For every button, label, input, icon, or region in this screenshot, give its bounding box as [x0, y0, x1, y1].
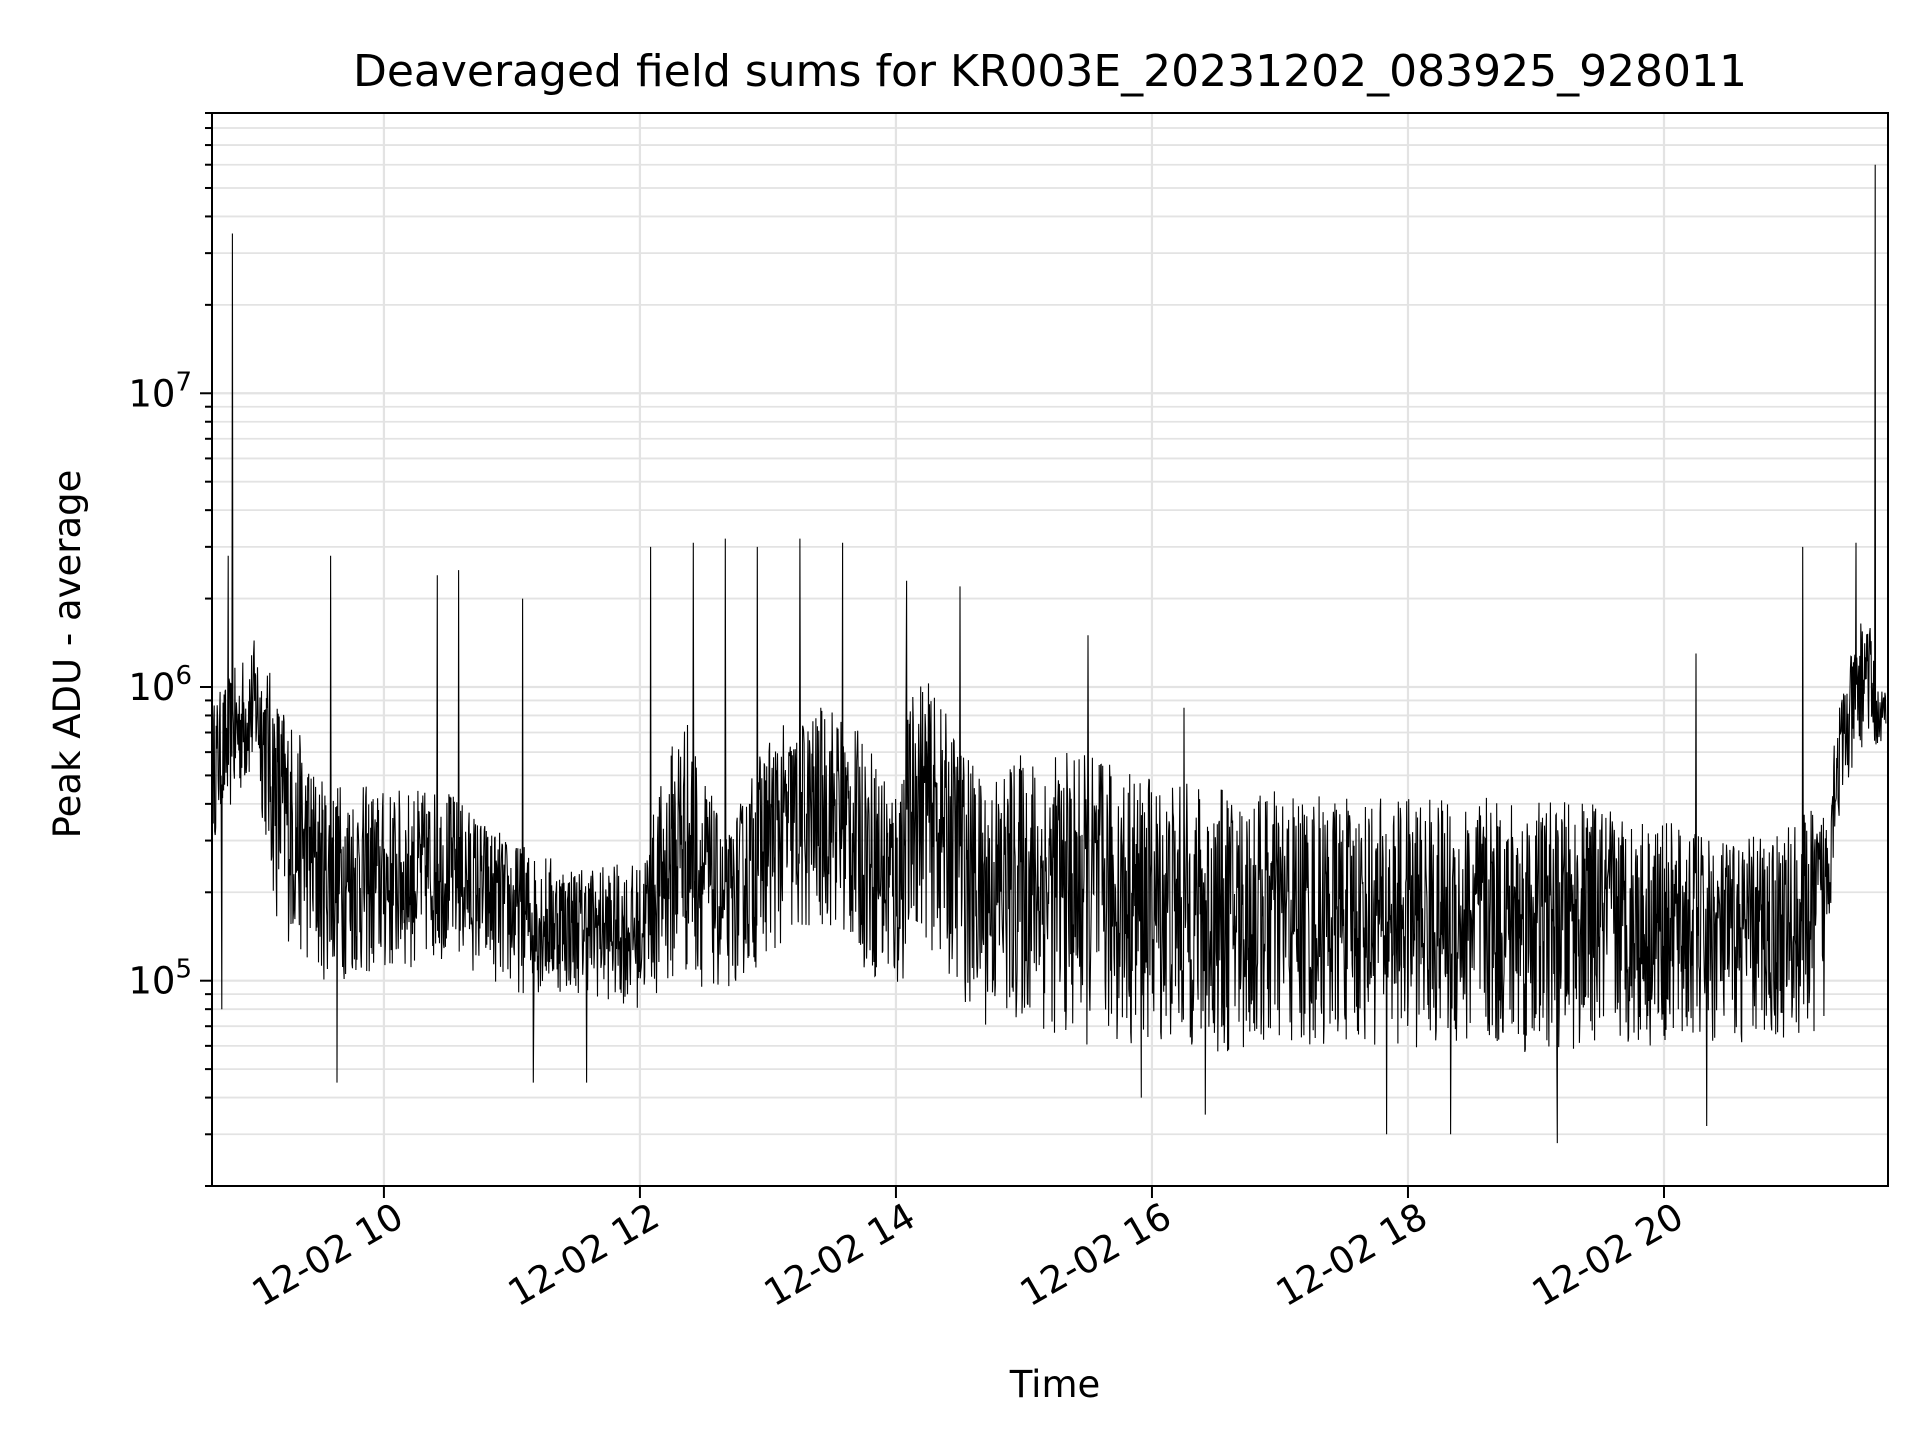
x-axis-label: Time [1009, 1363, 1101, 1406]
y-tick-label-base: 10 [128, 372, 175, 415]
chart-title: Deaveraged field sums for KR003E_2023120… [353, 46, 1747, 97]
y-tick-label: 107 [128, 367, 192, 415]
y-tick-label-base: 10 [128, 666, 175, 709]
plot-frame [211, 112, 1889, 1187]
series-line [212, 164, 1887, 1144]
series-layer [212, 164, 1887, 1144]
y-tick-label: 105 [128, 955, 192, 1003]
y-tick-label-exponent: 7 [175, 367, 192, 397]
y-tick-label-exponent: 6 [175, 661, 192, 691]
y-tick-label-base: 10 [128, 960, 175, 1003]
y-tick-label-exponent: 5 [175, 955, 192, 985]
y-tick-label: 106 [128, 661, 192, 709]
y-axis-label: Peak ADU - average [46, 470, 89, 839]
